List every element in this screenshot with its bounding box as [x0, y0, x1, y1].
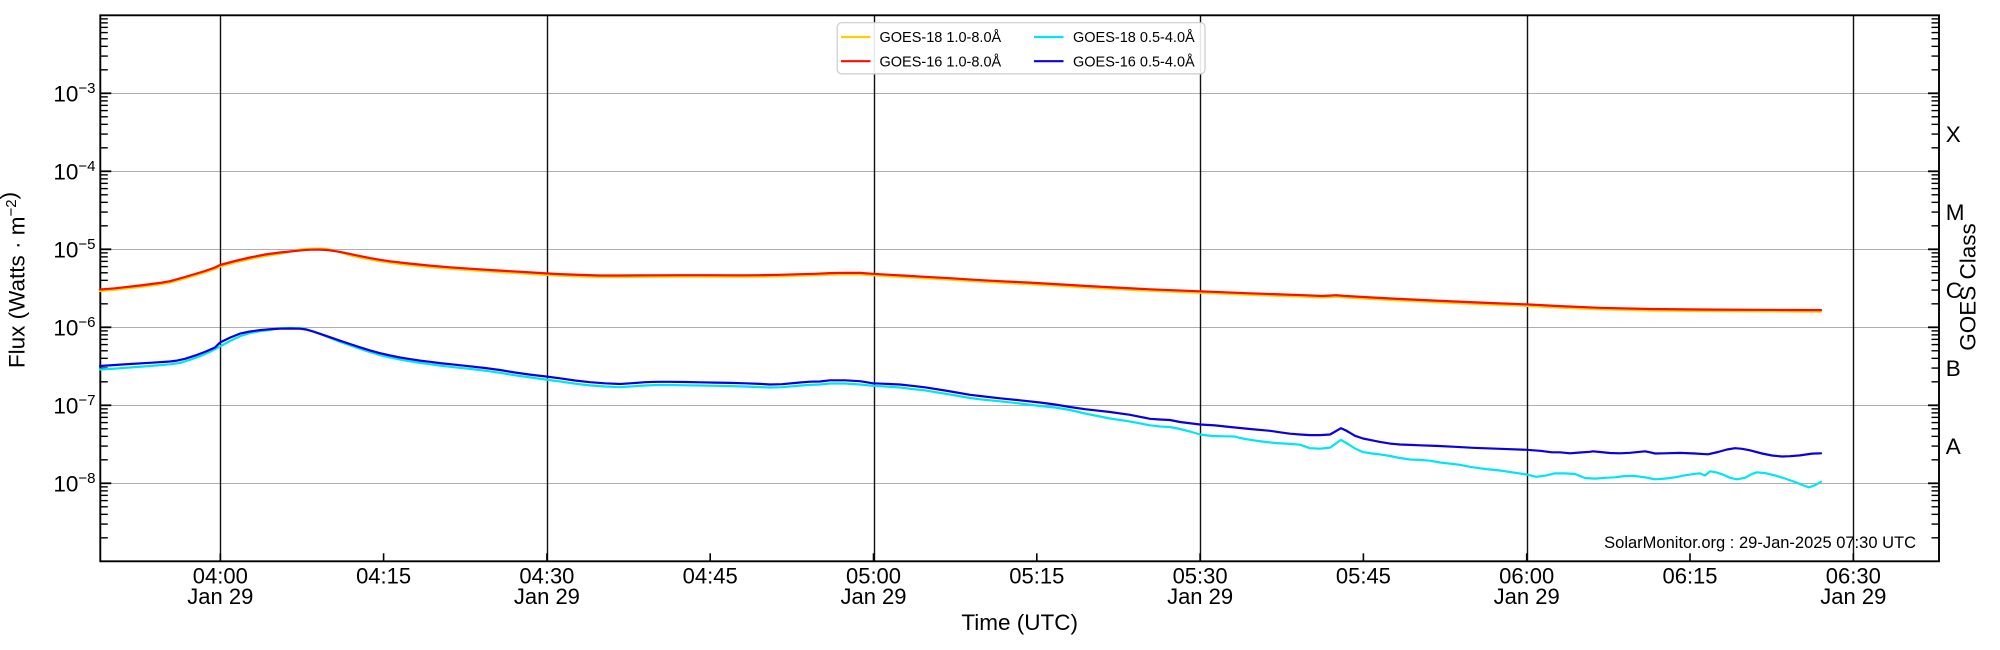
svg-text:Jan 29: Jan 29 — [187, 584, 253, 609]
svg-text:Jan 29: Jan 29 — [1167, 584, 1233, 609]
svg-text:10−4: 10−4 — [53, 158, 95, 185]
svg-text:GOES-16 0.5-4.0Å: GOES-16 0.5-4.0Å — [1073, 53, 1195, 70]
svg-text:04:15: 04:15 — [356, 564, 411, 589]
svg-text:GOES-18 1.0-8.0Å: GOES-18 1.0-8.0Å — [880, 29, 1002, 46]
svg-text:10−8: 10−8 — [53, 470, 95, 497]
svg-text:Jan 29: Jan 29 — [1494, 584, 1560, 609]
svg-text:06:30: 06:30 — [1826, 564, 1881, 589]
svg-text:GOES-16 1.0-8.0Å: GOES-16 1.0-8.0Å — [880, 53, 1002, 70]
svg-text:SolarMonitor.org : 29-Jan-2025: SolarMonitor.org : 29-Jan-2025 07:30 UTC — [1604, 534, 1916, 552]
svg-text:10−7: 10−7 — [53, 392, 95, 419]
svg-text:Flux (Watts · m−2): Flux (Watts · m−2) — [0, 192, 30, 368]
svg-text:Jan 29: Jan 29 — [840, 584, 906, 609]
svg-text:B: B — [1946, 356, 1961, 381]
svg-text:04:00: 04:00 — [193, 564, 248, 589]
svg-text:Time (UTC): Time (UTC) — [961, 610, 1078, 635]
svg-text:05:15: 05:15 — [1009, 564, 1064, 589]
svg-text:06:15: 06:15 — [1662, 564, 1717, 589]
svg-text:M: M — [1946, 200, 1965, 225]
svg-text:04:45: 04:45 — [683, 564, 738, 589]
svg-text:Jan 29: Jan 29 — [1820, 584, 1886, 609]
svg-text:C: C — [1946, 278, 1962, 303]
svg-text:10−5: 10−5 — [53, 236, 95, 263]
svg-text:05:45: 05:45 — [1336, 564, 1391, 589]
svg-text:X: X — [1946, 122, 1961, 147]
svg-text:05:00: 05:00 — [846, 564, 901, 589]
svg-text:A: A — [1946, 434, 1961, 459]
svg-text:04:30: 04:30 — [519, 564, 574, 589]
svg-text:05:30: 05:30 — [1173, 564, 1228, 589]
svg-text:Jan 29: Jan 29 — [514, 584, 580, 609]
svg-text:GOES Class: GOES Class — [1956, 223, 1981, 351]
svg-text:GOES-18 0.5-4.0Å: GOES-18 0.5-4.0Å — [1073, 29, 1195, 46]
svg-text:06:00: 06:00 — [1499, 564, 1554, 589]
